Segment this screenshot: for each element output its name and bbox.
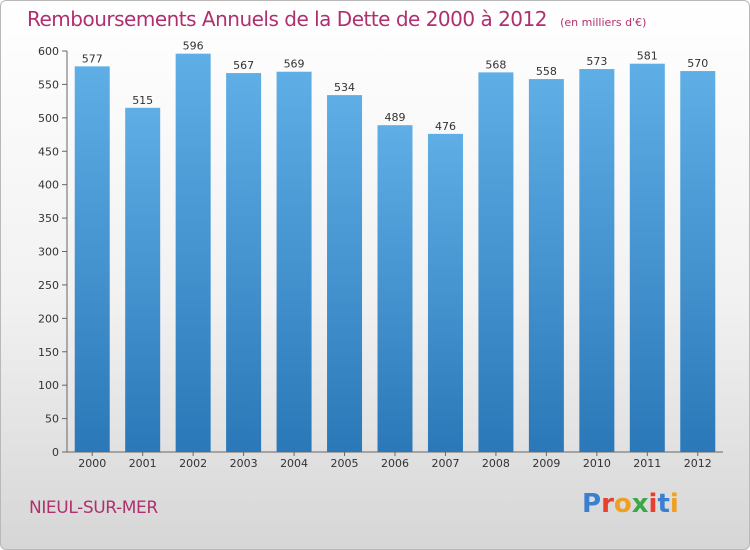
logo-letter: i — [669, 489, 679, 519]
bar — [629, 63, 665, 452]
chart-title: Remboursements Annuels de la Dette de 20… — [27, 7, 547, 31]
y-tick-label: 0 — [52, 446, 59, 459]
proxiti-logo: Proxiti — [582, 489, 679, 519]
logo-letter: i — [648, 489, 658, 519]
x-tick-label: 2011 — [633, 457, 661, 470]
y-tick-label: 550 — [38, 78, 59, 91]
logo-letter: P — [582, 489, 602, 519]
y-tick-label: 100 — [38, 379, 59, 392]
bar — [579, 69, 615, 453]
y-tick-label: 200 — [38, 312, 59, 325]
x-tick-label: 2010 — [583, 457, 611, 470]
x-tick-label: 2008 — [482, 457, 510, 470]
logo-letter: t — [657, 489, 670, 519]
bar — [327, 95, 363, 453]
y-tick-label: 50 — [45, 413, 59, 426]
bar — [478, 72, 514, 453]
bar — [377, 125, 413, 452]
data-label: 489 — [385, 111, 406, 124]
data-label: 577 — [82, 52, 103, 65]
y-tick-label: 600 — [38, 45, 59, 58]
y-tick-label: 300 — [38, 246, 59, 259]
y-tick-label: 400 — [38, 179, 59, 192]
data-label: 569 — [284, 58, 305, 71]
title-row: Remboursements Annuels de la Dette de 20… — [27, 7, 646, 31]
bar — [125, 107, 161, 452]
logo-letter: x — [631, 489, 649, 519]
x-tick-label: 2004 — [280, 457, 308, 470]
logo-letter: o — [613, 489, 632, 519]
chart-unit: (en milliers d'€) — [560, 16, 647, 29]
x-tick-label: 2005 — [331, 457, 359, 470]
data-label: 568 — [485, 58, 506, 71]
x-tick-label: 2012 — [684, 457, 712, 470]
x-tick-label: 2002 — [179, 457, 207, 470]
data-label: 534 — [334, 81, 355, 94]
data-label: 573 — [586, 55, 607, 68]
x-tick-label: 2006 — [381, 457, 409, 470]
logo-letter: r — [601, 489, 614, 519]
y-tick-label: 150 — [38, 346, 59, 359]
x-tick-label: 2003 — [230, 457, 258, 470]
y-tick-label: 350 — [38, 212, 59, 225]
bar — [74, 66, 110, 452]
bar — [226, 73, 262, 453]
x-tick-label: 2009 — [532, 457, 560, 470]
x-tick-label: 2001 — [129, 457, 157, 470]
data-label: 570 — [687, 57, 708, 70]
data-label: 581 — [637, 50, 658, 63]
y-tick-label: 500 — [38, 112, 59, 125]
x-tick-label: 2000 — [78, 457, 106, 470]
y-tick-label: 250 — [38, 279, 59, 292]
data-label: 476 — [435, 120, 456, 133]
data-label: 567 — [233, 59, 254, 72]
data-label: 596 — [183, 40, 204, 53]
y-tick-label: 450 — [38, 145, 59, 158]
bar — [528, 79, 564, 452]
data-label: 515 — [132, 94, 153, 107]
bar — [175, 53, 211, 452]
x-tick-label: 2007 — [431, 457, 459, 470]
bar — [680, 71, 716, 453]
data-label: 558 — [536, 65, 557, 78]
commune-name: NIEUL-SUR-MER — [29, 498, 158, 518]
bar — [276, 71, 312, 453]
bar — [427, 133, 463, 452]
